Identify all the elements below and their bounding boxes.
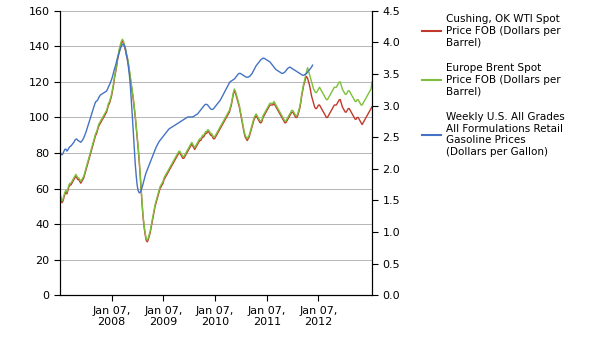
Legend: Cushing, OK WTI Spot
Price FOB (Dollars per
Barrel), Europe Brent Spot
Price FOB: Cushing, OK WTI Spot Price FOB (Dollars … xyxy=(418,10,569,161)
